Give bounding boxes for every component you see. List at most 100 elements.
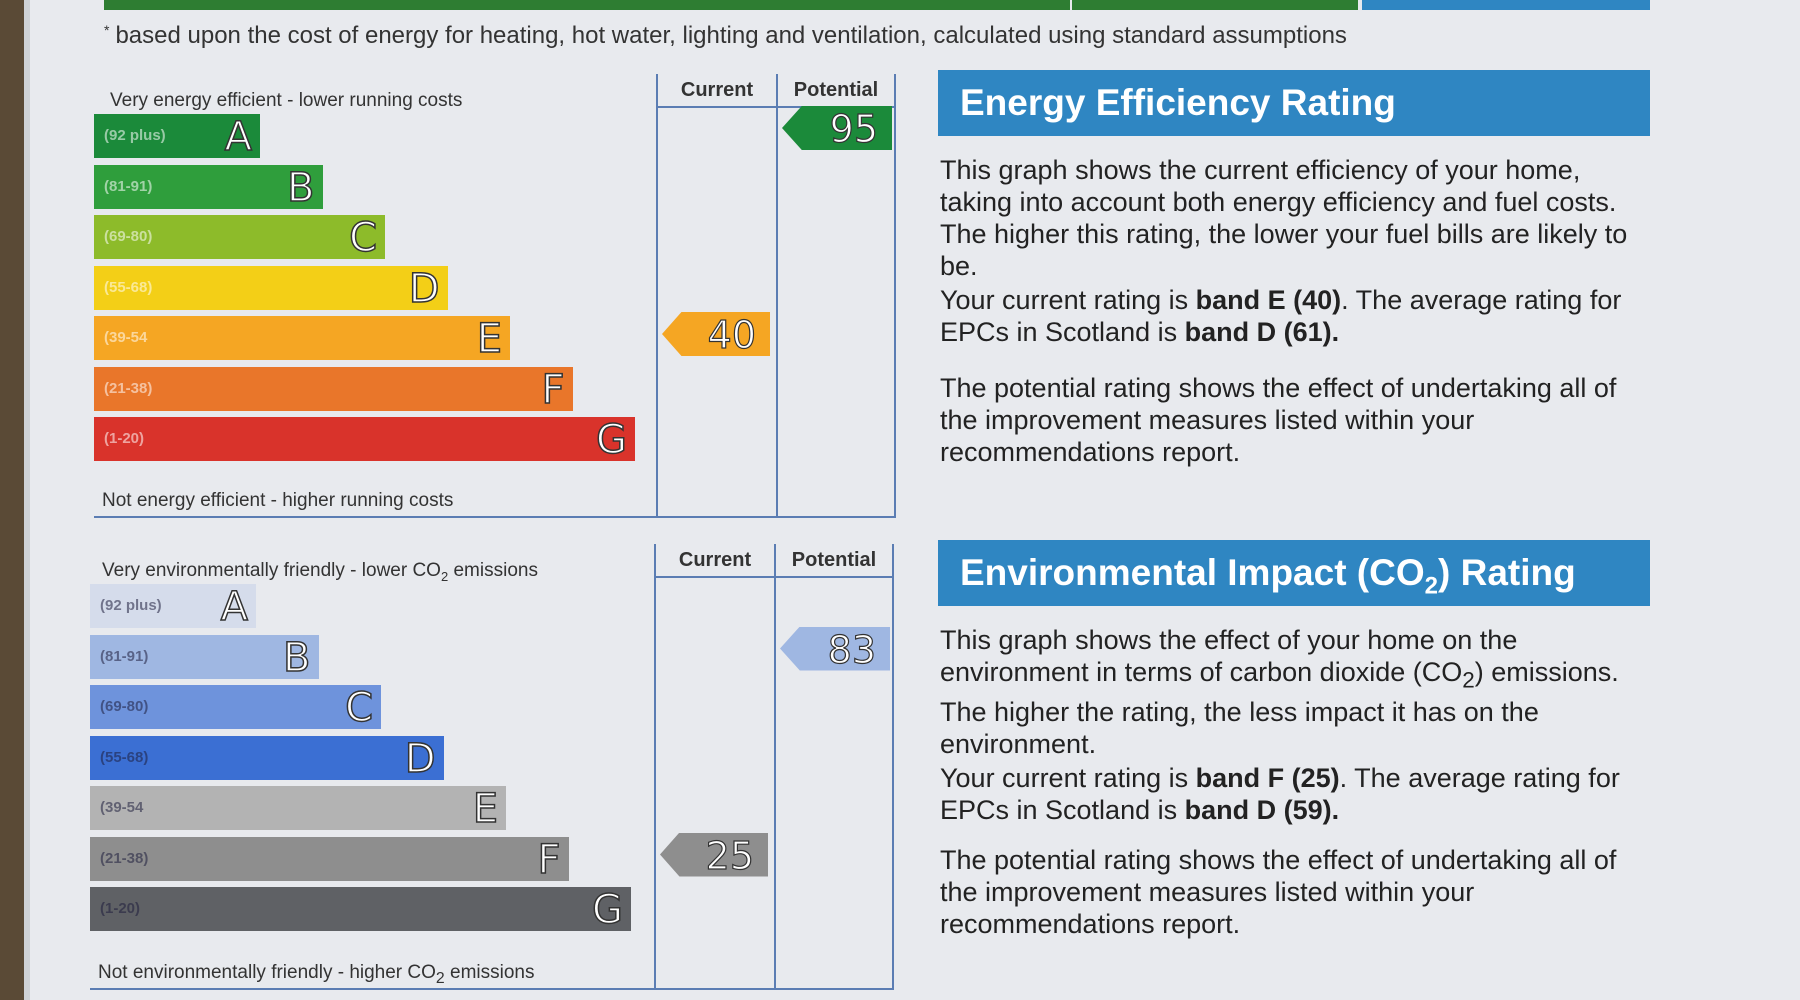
energy-col-divider-3 bbox=[894, 74, 896, 516]
energy-panel-intro: This graph shows the current efficiency … bbox=[940, 155, 1628, 281]
env-panel-intro: This graph shows the effect of your home… bbox=[940, 624, 1646, 760]
env-band-range: (55-68) bbox=[100, 748, 149, 766]
energy-chart-header: Very energy efficient - lower running co… bbox=[110, 90, 463, 111]
env-footer-tail: emissions bbox=[450, 962, 535, 983]
env-p2-c: . The average rating for EPCs in Scotlan… bbox=[940, 763, 1620, 825]
energy-band-letter: C bbox=[348, 214, 377, 262]
env-current-arrow: 25 bbox=[660, 832, 768, 878]
env-band-letter: B bbox=[282, 634, 311, 682]
energy-col-current: Current bbox=[680, 79, 754, 101]
energy-p2-c: . The average rating for EPCs in Scotlan… bbox=[940, 285, 1622, 347]
env-potential-value: 83 bbox=[827, 627, 877, 672]
energy-band-range: (69-80) bbox=[104, 228, 153, 245]
top-color-bar-blue bbox=[1362, 0, 1650, 10]
env-p2-band: band F (25) bbox=[1195, 763, 1340, 793]
energy-band-letter: E bbox=[476, 315, 503, 363]
energy-bottom-rule bbox=[94, 516, 896, 518]
env-band-letter: G bbox=[591, 886, 624, 934]
energy-col-divider-2 bbox=[776, 74, 778, 516]
env-band-e: (39-54 E bbox=[90, 785, 506, 833]
env-band-range: (1-20) bbox=[100, 900, 141, 917]
env-panel-title: Environmental Impact (CO2) Rating bbox=[938, 540, 1650, 606]
energy-col-potential: Potential bbox=[793, 79, 879, 101]
energy-potential-arrow: 95 bbox=[782, 106, 892, 150]
energy-panel-title: Energy Efficiency Rating bbox=[938, 70, 1650, 136]
env-header-sub: 2 bbox=[440, 568, 449, 584]
env-band-f: (21-38) F bbox=[90, 836, 569, 884]
env-band-d: (55-68) D bbox=[90, 735, 444, 783]
top-color-bar-green-2 bbox=[1072, 0, 1358, 10]
energy-p2-band: band E (40) bbox=[1195, 285, 1342, 315]
env-title-sub: 2 bbox=[1424, 572, 1438, 600]
env-p2-avg: band D (59). bbox=[1184, 795, 1340, 825]
env-panel-current: Your current rating is band F (25). The … bbox=[940, 762, 1646, 826]
env-band-range: (69-80) bbox=[100, 698, 149, 715]
energy-band-e: (39-54 E bbox=[94, 315, 510, 363]
energy-band-b: (81-91) B bbox=[94, 164, 323, 212]
footnote-text: based upon the cost of energy for heatin… bbox=[115, 22, 1347, 49]
energy-band-range: (1-20) bbox=[104, 430, 145, 447]
env-header-text: Very environmentally friendly - lower CO bbox=[102, 560, 441, 581]
env-col-potential: Potential bbox=[791, 549, 877, 571]
page-edge bbox=[24, 0, 30, 1000]
energy-panel-current: Your current rating is band E (40). The … bbox=[940, 284, 1646, 348]
energy-current-value: 40 bbox=[707, 312, 757, 357]
energy-current-arrow: 40 bbox=[662, 312, 770, 356]
env-title-a: Environmental Impact (CO bbox=[960, 552, 1425, 593]
energy-band-f: (21-38) F bbox=[94, 366, 573, 414]
energy-band-range: (81-91) bbox=[104, 177, 153, 195]
energy-p2-a: Your current rating is bbox=[940, 285, 1196, 315]
env-band-letter: C bbox=[344, 684, 373, 732]
env-colhead-rule bbox=[654, 576, 894, 578]
energy-efficiency-chart: Very energy efficient - lower running co… bbox=[90, 72, 900, 522]
env-chart-footer: Not environmentally friendly - higher CO… bbox=[98, 962, 535, 988]
env-band-a: (92 plus) A bbox=[90, 583, 256, 631]
env-col-divider-3 bbox=[892, 544, 894, 988]
env-band-range: (92 plus) bbox=[100, 597, 162, 614]
env-bottom-rule bbox=[90, 988, 894, 990]
top-color-bar-green bbox=[104, 0, 1070, 10]
energy-col-divider-1 bbox=[656, 74, 658, 516]
energy-panel-potential: The potential rating shows the effect of… bbox=[940, 373, 1617, 467]
env-band-range: (81-91) bbox=[100, 647, 149, 665]
energy-band-range: (92 plus) bbox=[104, 127, 166, 144]
env-band-range: (21-38) bbox=[100, 849, 149, 867]
energy-band-letter: B bbox=[286, 164, 315, 212]
env-potential-arrow: 83 bbox=[780, 626, 890, 672]
env-band-letter: F bbox=[537, 836, 562, 884]
energy-p2-avg: band D (61). bbox=[1184, 317, 1340, 347]
energy-band-range: (55-68) bbox=[104, 278, 153, 296]
energy-potential-value: 95 bbox=[829, 106, 879, 151]
env-header-tail: emissions bbox=[453, 560, 538, 581]
energy-band-letter: D bbox=[408, 265, 440, 313]
env-footer-sub: 2 bbox=[435, 969, 445, 987]
energy-band-letter: G bbox=[595, 416, 628, 464]
env-band-g: (1-20) G bbox=[90, 886, 631, 934]
footnote: * based upon the cost of energy for heati… bbox=[104, 22, 1347, 50]
environmental-impact-chart: Very environmentally friendly - lower CO… bbox=[90, 542, 900, 992]
energy-colhead-rule bbox=[656, 106, 896, 108]
env-p1-a: This graph shows the effect of your home… bbox=[940, 625, 1518, 687]
energy-band-letter: F bbox=[541, 366, 566, 414]
env-band-letter: E bbox=[472, 785, 499, 833]
env-p2-a: Your current rating is bbox=[940, 763, 1196, 793]
env-band-letter: D bbox=[404, 735, 436, 783]
energy-chart-footer: Not energy efficient - higher running co… bbox=[102, 490, 454, 511]
energy-rating-panel: Energy Efficiency Rating This graph show… bbox=[938, 70, 1650, 490]
energy-band-g: (1-20) G bbox=[94, 416, 635, 464]
energy-band-c: (69-80) C bbox=[94, 214, 385, 262]
energy-band-a: (92 plus) A bbox=[94, 113, 260, 161]
env-band-c: (69-80) C bbox=[90, 684, 381, 732]
env-band-range: (39-54 bbox=[100, 799, 144, 816]
energy-band-range: (39-54 bbox=[104, 329, 148, 346]
footnote-marker: * bbox=[104, 22, 110, 38]
env-col-divider-2 bbox=[774, 544, 776, 988]
env-current-value: 25 bbox=[705, 833, 755, 878]
energy-band-letter: A bbox=[224, 113, 253, 161]
env-panel-potential: The potential rating shows the effect of… bbox=[940, 845, 1617, 939]
env-band-b: (81-91) B bbox=[90, 634, 319, 682]
env-band-letter: A bbox=[220, 583, 249, 631]
env-title-b: ) Rating bbox=[1438, 552, 1576, 593]
env-p1-sub: 2 bbox=[1462, 667, 1475, 693]
energy-band-range: (21-38) bbox=[104, 379, 153, 397]
